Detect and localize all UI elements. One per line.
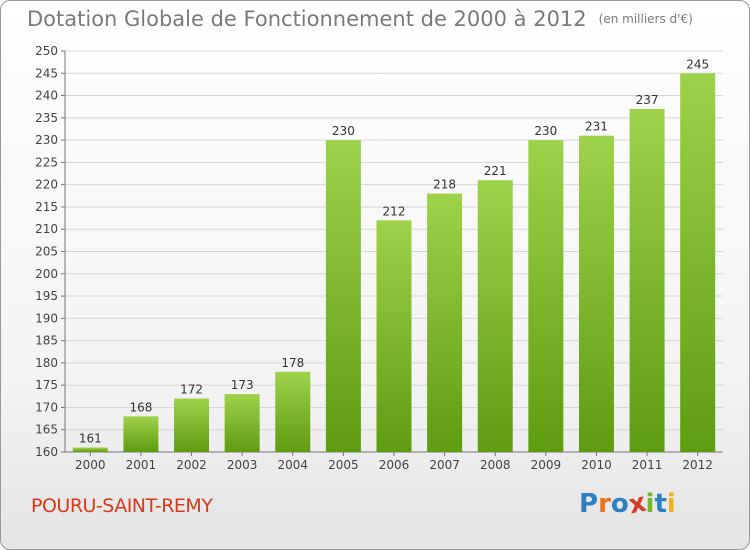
data-label-2001: 168 [129,400,152,414]
x-tick-label-2000: 2000 [75,458,106,472]
y-tick-label: 215 [35,200,58,214]
bar-2009 [528,140,564,452]
y-tick-label: 225 [35,155,58,169]
data-label-2007: 218 [433,178,456,192]
y-tick-label: 195 [35,289,58,303]
data-label-2011: 237 [636,93,659,107]
y-tick-label: 190 [35,311,58,325]
logo-letter: P [579,489,599,519]
x-tick-label-2002: 2002 [176,458,207,472]
x-tick-label-2008: 2008 [480,458,511,472]
logo-letter: t [654,489,667,519]
data-label-2004: 178 [281,356,304,370]
bar-2005 [325,140,361,452]
data-label-2010: 231 [585,120,608,134]
bar-2004 [275,371,311,452]
y-tick-label: 205 [35,245,58,259]
x-tick-label-2009: 2009 [531,458,562,472]
y-tick-label: 210 [35,222,58,236]
proxiti-logo[interactable]: Proxiti [579,488,676,521]
y-tick-label: 245 [35,66,58,80]
x-tick-label-2010: 2010 [581,458,612,472]
bars [72,73,716,453]
y-tick-label: 170 [35,400,58,414]
y-tick-label: 200 [35,267,58,281]
data-label-2000: 161 [79,432,102,446]
x-tick-label-2001: 2001 [126,458,157,472]
bar-2011 [629,108,665,452]
data-label-2009: 230 [534,124,557,138]
bar-2003 [224,394,260,452]
data-labels: 161 168 172 173 178 230 212 218 221 230 231 237 245 [79,57,709,445]
x-tick-label-2003: 2003 [227,458,258,472]
x-tick-labels: 2000 2001 2002 2003 2004 2005 2006 2007 2008 2009… [75,458,713,472]
x-tick-label-2007: 2007 [429,458,460,472]
y-tick-label: 165 [35,423,58,437]
y-tick-label: 160 [35,445,58,459]
data-label-2003: 173 [231,378,254,392]
y-tick-label: 175 [35,378,58,392]
x-tick-label-2012: 2012 [682,458,713,472]
chart-title-text: Dotation Globale de Fonctionnement de 20… [27,7,587,31]
data-label-2002: 172 [180,383,203,397]
x-tick-label-2004: 2004 [277,458,308,472]
logo-letter: i [666,489,676,519]
bar-2000 [72,447,108,452]
y-tick-label: 180 [35,356,58,370]
bar-2007 [427,193,463,453]
chart-subtitle: (en milliers d'€) [598,12,693,26]
x-tick-label-2005: 2005 [328,458,359,472]
bar-2001 [123,416,159,452]
chart-title: Dotation Globale de Fonctionnement de 20… [27,7,693,31]
data-label-2005: 230 [332,124,355,138]
data-label-2006: 212 [383,204,406,218]
logo-letter: r [598,489,611,519]
y-tick-label: 240 [35,89,58,103]
x-tick-label-2011: 2011 [632,458,663,472]
commune-name: POURU-SAINT-REMY [31,495,213,517]
logo-letter: o [610,489,629,519]
y-tick-label: 250 [35,44,58,58]
x-tick-label-2006: 2006 [379,458,410,472]
y-tick-label: 235 [35,111,58,125]
bar-2008 [477,180,513,452]
y-tick-label: 220 [35,178,58,192]
y-tick-labels: 160 165 170 175 180 185 190 195 200 205 210 215 220 2… [35,44,58,459]
bar-2010 [578,135,614,452]
y-tick-label: 230 [35,133,58,147]
data-label-2008: 221 [484,164,507,178]
data-label-2012: 245 [686,57,709,71]
logo-letter: i [645,489,655,519]
bar-2002 [174,398,210,452]
bar-2012 [680,73,716,453]
bar-2006 [376,220,412,452]
y-tick-label: 185 [35,334,58,348]
